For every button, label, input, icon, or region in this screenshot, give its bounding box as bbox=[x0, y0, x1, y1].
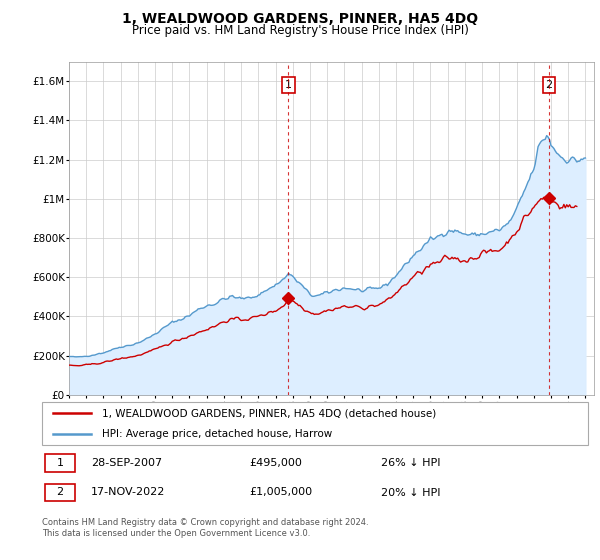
FancyBboxPatch shape bbox=[42, 402, 588, 445]
Text: £1,005,000: £1,005,000 bbox=[250, 488, 313, 497]
Text: £495,000: £495,000 bbox=[250, 458, 302, 468]
Text: 26% ↓ HPI: 26% ↓ HPI bbox=[380, 458, 440, 468]
Text: Price paid vs. HM Land Registry's House Price Index (HPI): Price paid vs. HM Land Registry's House … bbox=[131, 24, 469, 36]
Text: 1: 1 bbox=[285, 80, 292, 90]
Text: 1: 1 bbox=[56, 458, 64, 468]
FancyBboxPatch shape bbox=[45, 454, 75, 472]
Text: 20% ↓ HPI: 20% ↓ HPI bbox=[380, 488, 440, 497]
FancyBboxPatch shape bbox=[45, 484, 75, 501]
Text: 1, WEALDWOOD GARDENS, PINNER, HA5 4DQ: 1, WEALDWOOD GARDENS, PINNER, HA5 4DQ bbox=[122, 12, 478, 26]
Text: This data is licensed under the Open Government Licence v3.0.: This data is licensed under the Open Gov… bbox=[42, 529, 310, 538]
Text: 2: 2 bbox=[545, 80, 553, 90]
Text: Contains HM Land Registry data © Crown copyright and database right 2024.: Contains HM Land Registry data © Crown c… bbox=[42, 519, 368, 528]
Text: 2: 2 bbox=[56, 488, 64, 497]
Text: 1, WEALDWOOD GARDENS, PINNER, HA5 4DQ (detached house): 1, WEALDWOOD GARDENS, PINNER, HA5 4DQ (d… bbox=[102, 408, 436, 418]
Text: 28-SEP-2007: 28-SEP-2007 bbox=[91, 458, 162, 468]
Text: HPI: Average price, detached house, Harrow: HPI: Average price, detached house, Harr… bbox=[102, 430, 332, 439]
Text: 17-NOV-2022: 17-NOV-2022 bbox=[91, 488, 166, 497]
